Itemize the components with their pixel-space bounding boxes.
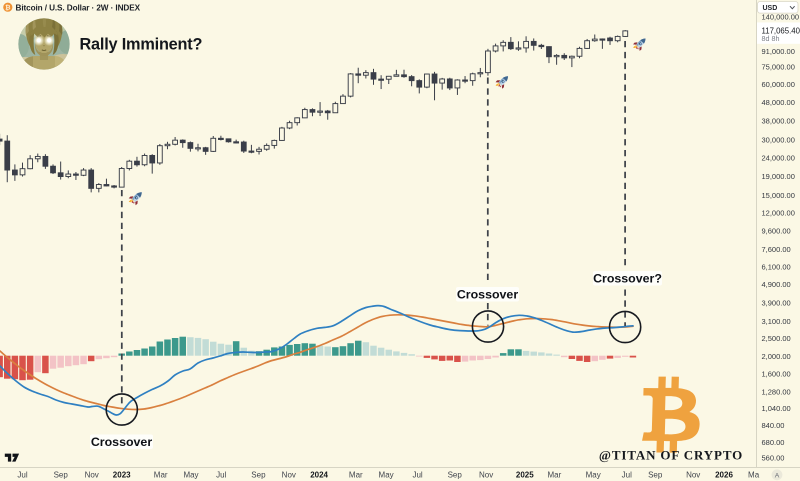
svg-text:840.00: 840.00 bbox=[762, 421, 785, 430]
svg-text:1,040.00: 1,040.00 bbox=[762, 404, 791, 413]
svg-text:May: May bbox=[586, 471, 601, 480]
svg-text:12,000.00: 12,000.00 bbox=[762, 209, 795, 218]
svg-text:Ma: Ma bbox=[748, 471, 760, 480]
svg-text:Bitcoin / U.S. Dollar · 2W · I: Bitcoin / U.S. Dollar · 2W · INDEX bbox=[16, 3, 141, 12]
svg-text:Jul: Jul bbox=[412, 471, 422, 480]
svg-text:Nov: Nov bbox=[85, 471, 99, 480]
svg-text:USD: USD bbox=[763, 5, 778, 12]
svg-text:@TITAN OF CRYPTO: @TITAN OF CRYPTO bbox=[599, 448, 743, 463]
svg-text:140,000.00: 140,000.00 bbox=[762, 13, 800, 22]
svg-text:2025: 2025 bbox=[516, 471, 534, 480]
svg-text:Crossover: Crossover bbox=[457, 288, 518, 302]
svg-text:Jul: Jul bbox=[622, 471, 632, 480]
svg-text:75,000.00: 75,000.00 bbox=[762, 62, 795, 71]
svg-text:Crossover: Crossover bbox=[91, 435, 152, 449]
svg-text:560.00: 560.00 bbox=[762, 454, 785, 463]
svg-text:Mar: Mar bbox=[154, 471, 168, 480]
svg-text:48,000.00: 48,000.00 bbox=[762, 98, 795, 107]
svg-text:2023: 2023 bbox=[113, 471, 131, 480]
svg-text:9,600.00: 9,600.00 bbox=[762, 227, 791, 236]
svg-text:2,000.00: 2,000.00 bbox=[762, 352, 791, 361]
svg-text:Mar: Mar bbox=[349, 471, 363, 480]
svg-text:Rally Imminent?: Rally Imminent? bbox=[80, 36, 203, 54]
svg-text:₿: ₿ bbox=[5, 4, 11, 12]
svg-text:7,600.00: 7,600.00 bbox=[762, 245, 791, 254]
svg-text:Sep: Sep bbox=[54, 471, 69, 480]
svg-text:May: May bbox=[183, 471, 198, 480]
svg-text:680.00: 680.00 bbox=[762, 438, 785, 447]
svg-text:Nov: Nov bbox=[479, 471, 493, 480]
svg-text:19,000.00: 19,000.00 bbox=[762, 172, 795, 181]
svg-text:1,280.00: 1,280.00 bbox=[762, 388, 791, 397]
svg-text:Jul: Jul bbox=[17, 471, 27, 480]
svg-text:Nov: Nov bbox=[282, 471, 296, 480]
svg-text:2026: 2026 bbox=[715, 471, 733, 480]
svg-text:60,000.00: 60,000.00 bbox=[762, 80, 795, 89]
svg-text:8d 8h: 8d 8h bbox=[762, 34, 780, 43]
svg-text:91,000.00: 91,000.00 bbox=[762, 47, 795, 56]
svg-text:15,000.00: 15,000.00 bbox=[762, 191, 795, 200]
svg-text:4,900.00: 4,900.00 bbox=[762, 280, 791, 289]
svg-text:30,000.00: 30,000.00 bbox=[762, 136, 795, 145]
svg-text:117,065.40: 117,065.40 bbox=[762, 26, 800, 35]
svg-text:Mar: Mar bbox=[548, 471, 562, 480]
svg-text:1,600.00: 1,600.00 bbox=[762, 370, 791, 379]
svg-text:May: May bbox=[379, 471, 394, 480]
svg-text:24,000.00: 24,000.00 bbox=[762, 153, 795, 162]
svg-text:38,000.00: 38,000.00 bbox=[762, 117, 795, 126]
svg-text:3,100.00: 3,100.00 bbox=[762, 317, 791, 326]
svg-text:2024: 2024 bbox=[310, 471, 328, 480]
svg-text:Sep: Sep bbox=[251, 471, 266, 480]
svg-text:Jul: Jul bbox=[216, 471, 226, 480]
svg-text:A: A bbox=[775, 472, 780, 479]
svg-text:Nov: Nov bbox=[686, 471, 700, 480]
svg-text:Sep: Sep bbox=[448, 471, 463, 480]
svg-text:6,100.00: 6,100.00 bbox=[762, 263, 791, 272]
svg-text:Crossover?: Crossover? bbox=[593, 272, 662, 286]
svg-text:Sep: Sep bbox=[648, 471, 663, 480]
svg-text:3,900.00: 3,900.00 bbox=[762, 299, 791, 308]
svg-text:2,500.00: 2,500.00 bbox=[762, 334, 791, 343]
